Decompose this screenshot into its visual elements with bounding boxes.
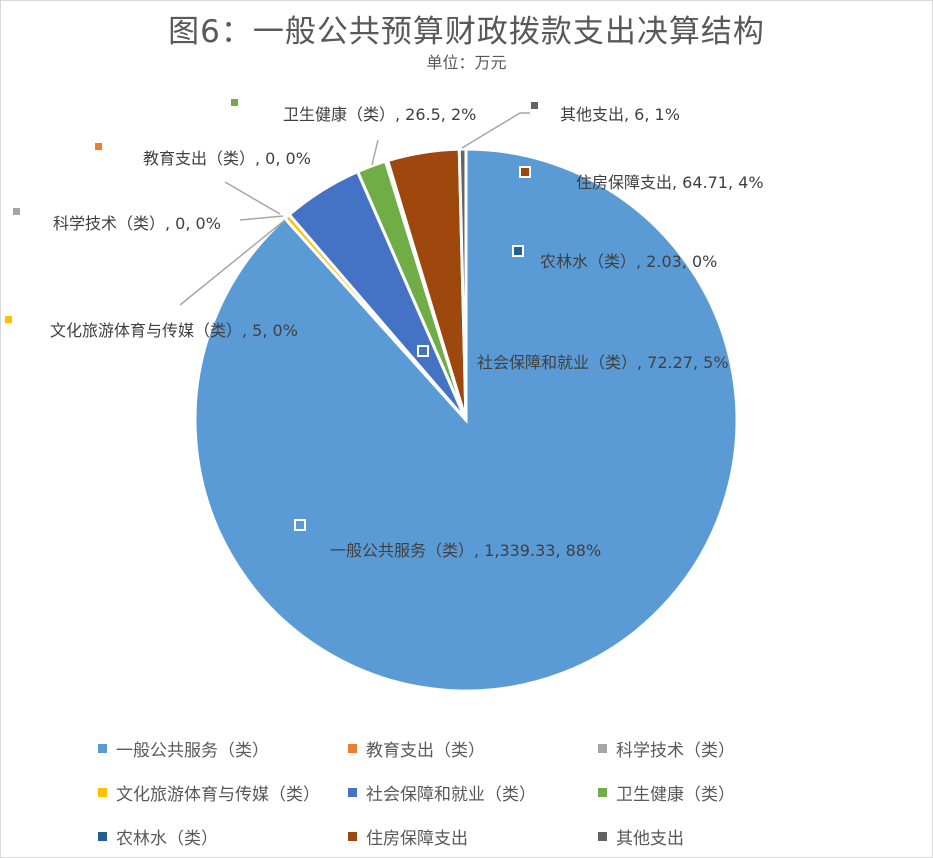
legend-label: 住房保障支出	[366, 829, 468, 849]
label-marker	[13, 208, 20, 215]
legend-item: 文化旅游体育与传媒（类）	[98, 780, 348, 805]
data-label: 卫生健康（类）, 26.5, 2%	[283, 105, 476, 124]
label-marker	[231, 99, 238, 106]
legend-label: 其他支出	[616, 829, 684, 849]
chart-title: 图6：一般公共预算财政拨款支出决算结构	[168, 14, 765, 50]
legend-swatch	[348, 788, 357, 797]
legend-label: 一般公共服务（类）	[116, 741, 269, 761]
label-marker	[5, 316, 12, 323]
data-label: 住房保障支出, 64.71, 4%	[576, 173, 764, 192]
legend-swatch	[98, 744, 107, 753]
label-marker	[512, 245, 524, 257]
data-label: 教育支出（类）, 0, 0%	[143, 149, 311, 168]
legend-item: 农林水（类）	[98, 824, 348, 849]
label-marker	[519, 166, 531, 178]
legend-swatch	[598, 788, 607, 797]
legend-swatch	[348, 744, 357, 753]
data-label: 文化旅游体育与传媒（类）, 5, 0%	[50, 321, 298, 340]
leader-line	[224, 181, 281, 215]
label-marker	[294, 519, 306, 531]
legend-swatch	[598, 832, 607, 841]
legend-item: 一般公共服务（类）	[98, 736, 348, 761]
legend-label: 教育支出（类）	[366, 741, 485, 761]
legend-label: 科学技术（类）	[616, 741, 735, 761]
legend-label: 社会保障和就业（类）	[366, 785, 536, 805]
legend-swatch	[348, 832, 357, 841]
legend-item: 卫生健康（类）	[598, 780, 848, 805]
data-label: 其他支出, 6, 1%	[560, 105, 680, 124]
legend-swatch	[598, 744, 607, 753]
legend-label: 文化旅游体育与传媒（类）	[116, 785, 320, 805]
label-marker	[417, 345, 429, 357]
legend-item: 其他支出	[598, 824, 848, 849]
data-label: 社会保障和就业（类）, 72.27, 5%	[477, 353, 729, 372]
legend-label: 农林水（类）	[116, 829, 218, 849]
pie-slice	[457, 147, 468, 421]
data-label: 一般公共服务（类）, 1,339.33, 88%	[330, 541, 601, 560]
leader-line	[461, 112, 530, 149]
legend-label: 卫生健康（类）	[616, 785, 735, 805]
leader-line	[239, 215, 284, 221]
legend-swatch	[98, 788, 107, 797]
leader-line	[179, 219, 286, 306]
data-label: 科学技术（类）, 0, 0%	[53, 214, 221, 233]
data-label: 农林水（类）, 2.03, 0%	[540, 252, 717, 271]
label-marker	[531, 102, 538, 109]
leader-line	[371, 139, 379, 166]
chart-subtitle: 单位：万元	[426, 53, 507, 72]
legend: 一般公共服务（类） 教育支出（类） 科学技术（类） 文化旅游体育与传媒（类） 社会保障和…	[98, 736, 858, 849]
label-marker	[95, 143, 102, 150]
legend-swatch	[98, 832, 107, 841]
legend-item: 社会保障和就业（类）	[348, 780, 598, 805]
legend-item: 住房保障支出	[348, 824, 598, 849]
legend-item: 科学技术（类）	[598, 736, 848, 761]
legend-item: 教育支出（类）	[348, 736, 598, 761]
